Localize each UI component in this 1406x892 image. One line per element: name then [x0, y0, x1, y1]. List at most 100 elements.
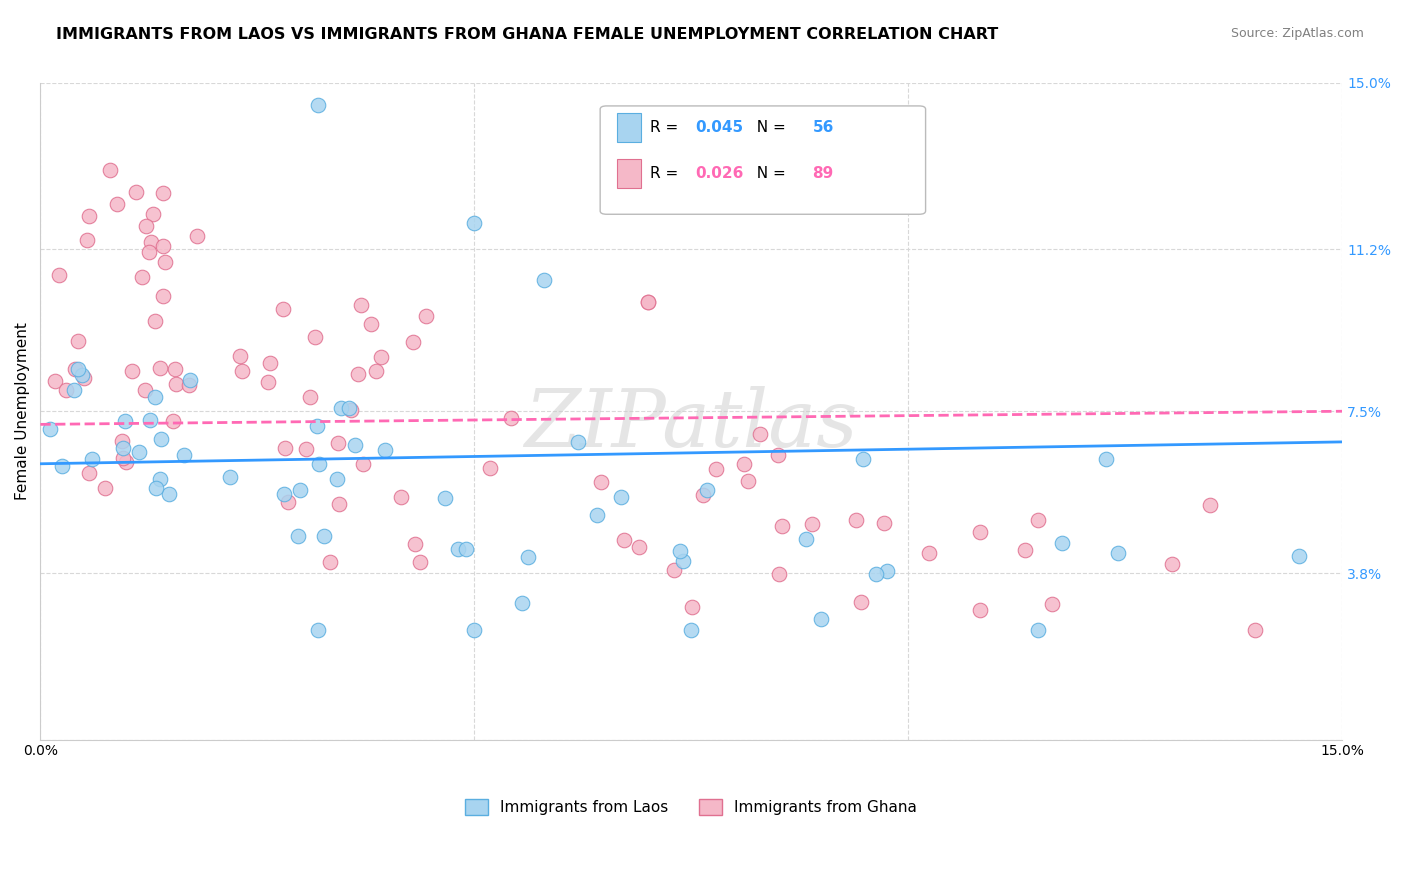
Point — [337, 401, 360, 415]
Point — [1095, 451, 1118, 466]
Point — [98, 163, 121, 178]
Point — [404, 537, 426, 551]
Point — [479, 460, 502, 475]
Point — [737, 474, 759, 488]
Point — [768, 567, 790, 582]
Point — [162, 414, 184, 428]
Text: 89: 89 — [813, 166, 834, 181]
Point — [134, 383, 156, 397]
Point — [271, 301, 294, 316]
Point — [121, 364, 143, 378]
Point — [852, 452, 875, 467]
Point — [48, 268, 70, 282]
Point — [163, 362, 186, 376]
Point — [415, 309, 437, 323]
Point — [1050, 536, 1073, 550]
Point — [141, 235, 163, 249]
Point — [1107, 546, 1129, 560]
Point — [733, 457, 755, 471]
Point — [111, 434, 134, 448]
Point — [51, 458, 73, 473]
Point — [360, 317, 382, 331]
Point — [114, 414, 136, 428]
Point — [366, 364, 388, 378]
Point — [1026, 512, 1049, 526]
Point — [77, 209, 100, 223]
Point — [330, 401, 353, 415]
Point — [142, 207, 165, 221]
Point — [347, 367, 370, 381]
Point — [157, 486, 180, 500]
Point — [613, 533, 636, 548]
Point — [844, 513, 866, 527]
Text: Source: ZipAtlas.com: Source: ZipAtlas.com — [1230, 27, 1364, 40]
Point — [770, 519, 793, 533]
Point — [662, 563, 685, 577]
Point — [105, 196, 128, 211]
Point — [273, 487, 295, 501]
Point — [447, 541, 470, 556]
Point — [499, 410, 522, 425]
Point — [307, 98, 329, 112]
Point — [1288, 549, 1310, 563]
Point — [533, 273, 555, 287]
Point — [402, 335, 425, 350]
Point — [370, 350, 392, 364]
Point — [128, 445, 150, 459]
Point — [1244, 623, 1267, 637]
Point — [704, 462, 727, 476]
Point — [55, 383, 77, 397]
Point — [308, 457, 330, 471]
Point — [219, 469, 242, 483]
Point — [516, 549, 538, 564]
Point — [229, 349, 252, 363]
Point — [672, 553, 695, 567]
Point — [299, 390, 322, 404]
FancyBboxPatch shape — [617, 159, 641, 188]
Point — [65, 361, 87, 376]
Point — [179, 373, 201, 387]
Point — [76, 233, 98, 247]
Point — [374, 442, 396, 457]
Point — [969, 603, 991, 617]
Point — [1014, 542, 1036, 557]
Point — [288, 483, 311, 497]
Point — [307, 623, 329, 637]
Point — [1161, 557, 1184, 571]
Point — [149, 360, 172, 375]
Point — [668, 543, 690, 558]
Point — [681, 623, 703, 637]
Point — [328, 436, 350, 450]
Point — [463, 623, 485, 637]
Point — [125, 186, 148, 200]
Text: N =: N = — [747, 120, 792, 135]
Point — [152, 186, 174, 201]
Point — [326, 472, 349, 486]
Point — [589, 475, 612, 489]
Point — [628, 540, 651, 554]
Point — [637, 294, 659, 309]
Point — [295, 442, 318, 456]
Point — [849, 595, 872, 609]
Point — [186, 229, 208, 244]
Point — [918, 546, 941, 560]
Point — [794, 532, 817, 546]
Point — [274, 441, 297, 455]
Point — [434, 491, 457, 506]
Point — [165, 377, 187, 392]
Point — [143, 390, 166, 404]
Point — [135, 219, 157, 233]
Point — [231, 364, 253, 378]
Point — [66, 334, 89, 348]
Point — [94, 481, 117, 495]
Point — [111, 451, 134, 466]
Point — [692, 488, 714, 502]
Point — [173, 448, 195, 462]
Point — [277, 495, 299, 509]
Point — [1042, 598, 1064, 612]
Point — [150, 432, 173, 446]
Point — [409, 556, 432, 570]
Point — [143, 314, 166, 328]
Point — [696, 483, 718, 498]
Point — [637, 294, 659, 309]
